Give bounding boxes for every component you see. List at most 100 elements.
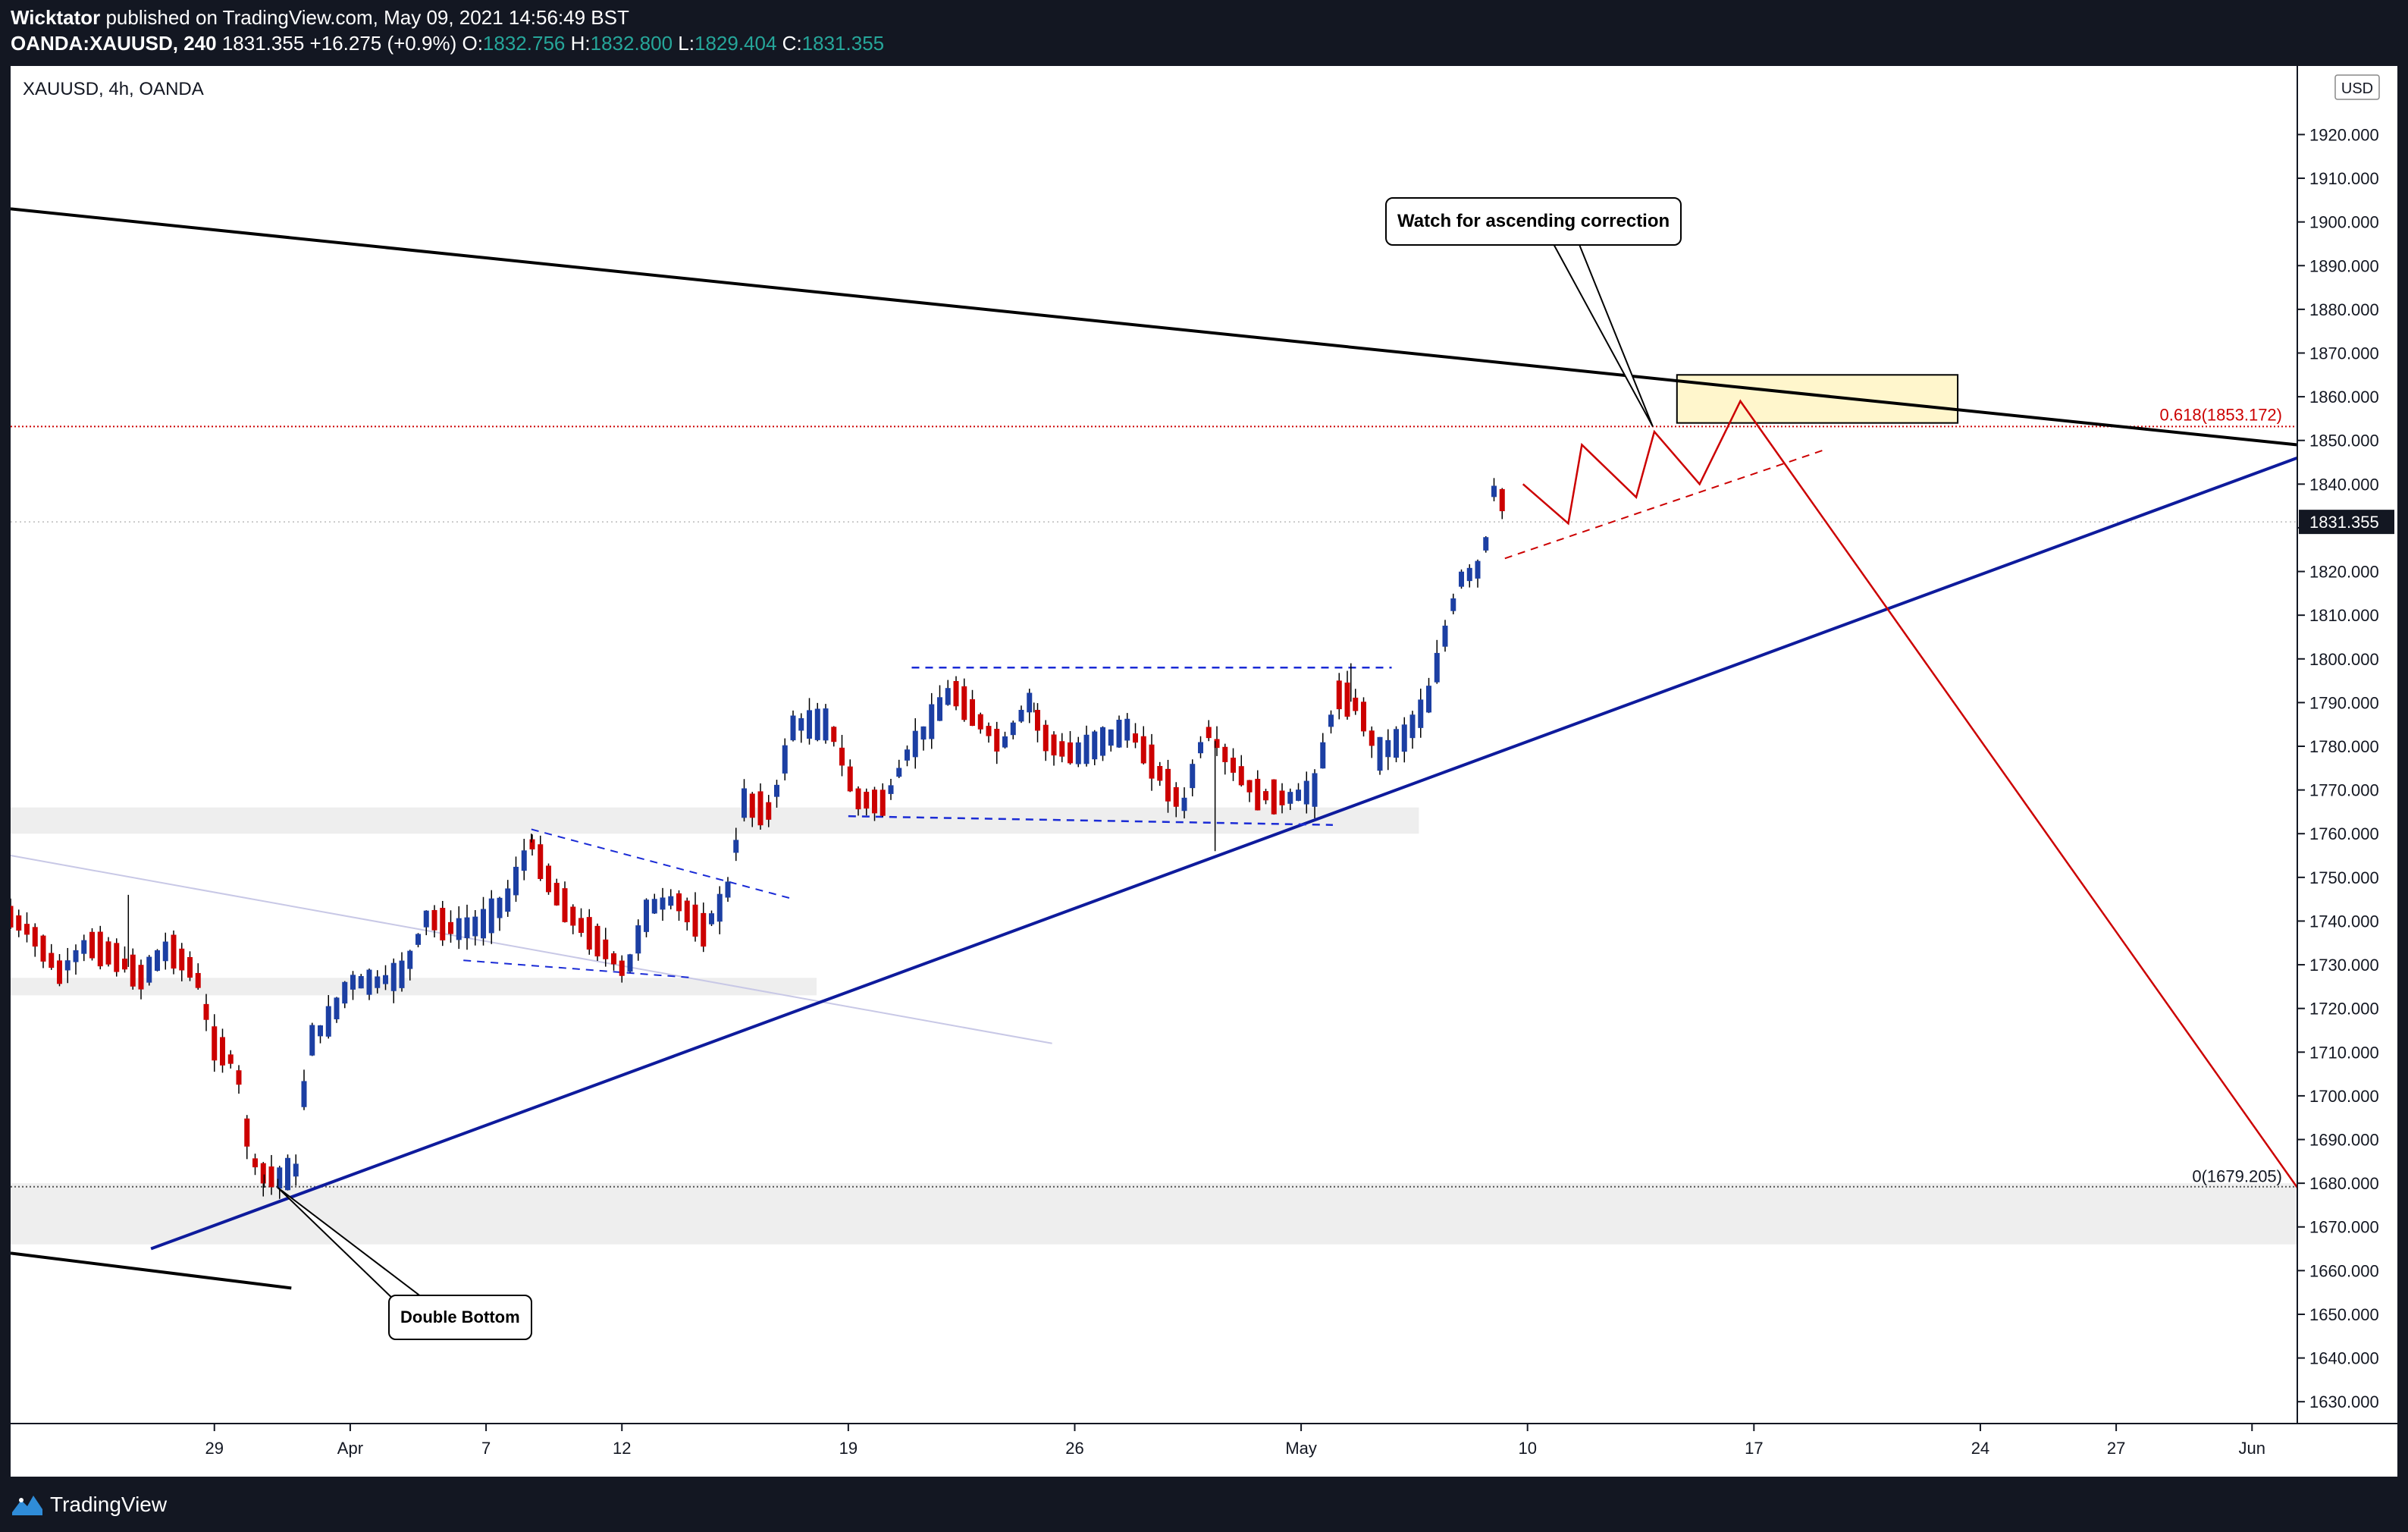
candle-body xyxy=(1442,625,1448,647)
x-tick-label: Apr xyxy=(337,1439,363,1458)
candle-body xyxy=(709,913,715,925)
candle-body xyxy=(1483,537,1489,551)
candle-body xyxy=(1394,729,1400,758)
candle-body xyxy=(1418,699,1424,728)
candle-body xyxy=(49,953,55,968)
candle-body xyxy=(701,912,707,947)
candle-body xyxy=(16,915,22,931)
brand-name: TradingView xyxy=(50,1493,168,1516)
candle-body xyxy=(945,688,951,705)
y-tick-label: 1870.000 xyxy=(2309,344,2379,363)
candle-body xyxy=(187,956,193,978)
y-tick-label: 1920.000 xyxy=(2309,125,2379,144)
y-tick-label: 1740.000 xyxy=(2309,912,2379,931)
y-tick-label: 1690.000 xyxy=(2309,1131,2379,1150)
candle-body xyxy=(277,1167,283,1189)
candle-body xyxy=(1369,730,1375,746)
candle-body xyxy=(155,950,161,972)
candle-body xyxy=(1320,742,1326,769)
candle-body xyxy=(11,906,14,928)
lower-trendline xyxy=(11,1251,292,1290)
candle-body xyxy=(970,699,976,727)
candle-body xyxy=(1108,729,1114,746)
close-value: 1831.355 xyxy=(801,32,885,55)
candle-body xyxy=(268,1166,274,1188)
candle-body xyxy=(1092,731,1098,760)
candle-body xyxy=(1499,488,1505,512)
candle-body xyxy=(1214,739,1220,749)
candle-body xyxy=(668,896,674,906)
candle-body xyxy=(334,997,340,1019)
y-tick-label: 1840.000 xyxy=(2309,475,2379,494)
candle-body xyxy=(358,975,364,989)
candle-body xyxy=(546,865,552,893)
candle-body xyxy=(782,745,788,774)
candle-body xyxy=(831,727,837,742)
candle-body xyxy=(122,958,128,970)
candle-body xyxy=(497,897,503,918)
candle-body xyxy=(325,1006,331,1037)
candle-body xyxy=(146,956,152,983)
open-label: O: xyxy=(462,32,483,55)
candle-body xyxy=(342,981,348,1004)
candle-body xyxy=(195,972,201,988)
candle-body xyxy=(774,784,780,797)
y-tick-label: 1820.000 xyxy=(2309,563,2379,582)
candle-body xyxy=(301,1081,307,1107)
candle-body xyxy=(553,883,560,906)
x-tick-label: 12 xyxy=(613,1439,631,1458)
candle-body xyxy=(1173,786,1179,807)
candle-body xyxy=(505,888,511,912)
candle-body xyxy=(619,960,625,976)
candle-body xyxy=(692,904,698,937)
candle-body xyxy=(1459,571,1465,587)
y-tick-label: 1700.000 xyxy=(2309,1087,2379,1106)
candle-body xyxy=(864,791,870,809)
triangle-top-line xyxy=(531,828,795,900)
candle-body xyxy=(1401,724,1407,752)
candle-body xyxy=(1361,702,1367,732)
candle-body xyxy=(790,715,796,741)
candle-body xyxy=(1255,778,1261,811)
y-tick-label: 1850.000 xyxy=(2309,432,2379,450)
candle-body xyxy=(1426,686,1432,713)
candle-body xyxy=(24,924,30,935)
x-tick-label: 27 xyxy=(2107,1439,2125,1458)
y-tick-label: 1910.000 xyxy=(2309,169,2379,188)
candle-body xyxy=(293,1163,299,1177)
candle-body xyxy=(929,704,935,739)
chart-title: XAUUSD, 4h, OANDA xyxy=(23,79,204,99)
candle-body xyxy=(1271,779,1277,815)
candle-body xyxy=(375,976,381,988)
candle-body xyxy=(1181,797,1187,812)
candle-body xyxy=(114,943,120,972)
ascending-trendline xyxy=(150,456,2298,1251)
candle-body xyxy=(872,790,878,814)
candle-body xyxy=(1279,790,1285,805)
candle-body xyxy=(570,906,576,926)
candle-body xyxy=(684,900,690,923)
candle-body xyxy=(227,1054,234,1064)
candle-body xyxy=(586,917,592,950)
candle-body xyxy=(130,954,136,987)
y-tick-label: 1660.000 xyxy=(2309,1261,2379,1280)
chart[interactable]: 0.618(1853.172) 0(1679.205) 1630.000 1640.… xyxy=(11,66,2397,1477)
author-name[interactable]: Wicktator xyxy=(11,6,101,29)
tradingview-logo-icon[interactable] xyxy=(11,1491,45,1517)
candle-body xyxy=(32,927,38,947)
descending-trendline xyxy=(11,207,2298,447)
candle-body xyxy=(905,749,911,761)
candle-body xyxy=(651,899,657,914)
price-change: +16.275 (+0.9%) xyxy=(309,32,457,55)
candle-body xyxy=(73,950,79,962)
candle-body xyxy=(814,708,820,740)
candle-body xyxy=(423,910,429,928)
candle-body xyxy=(1466,567,1472,582)
candle-body xyxy=(1206,727,1212,739)
candle-body xyxy=(1353,697,1359,711)
candle-body xyxy=(635,925,641,954)
candle-body xyxy=(1165,768,1171,802)
candle-body xyxy=(1100,727,1106,756)
projection-path xyxy=(1522,399,2299,1188)
fib-label-bottom: 0(1679.205) xyxy=(2192,1167,2282,1186)
